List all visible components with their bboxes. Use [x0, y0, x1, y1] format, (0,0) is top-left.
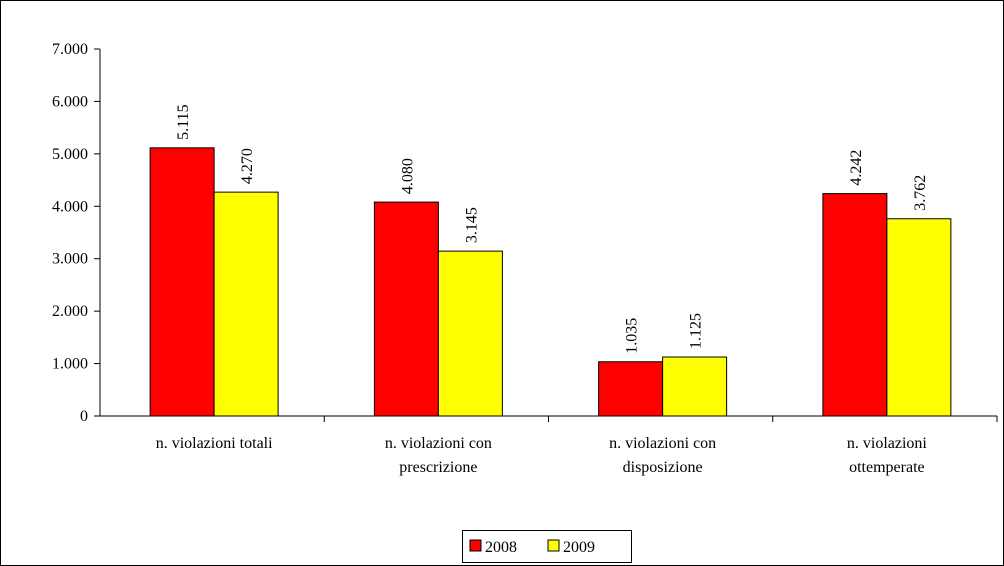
bar — [149, 147, 215, 417]
legend-label: 2008 — [485, 539, 517, 556]
x-tick-label-line: ottemperate — [849, 459, 925, 476]
x-tick-label: n. violazioni con prescrizione — [385, 435, 492, 476]
value-label: 1.125 — [688, 313, 705, 349]
legend-swatch — [469, 539, 482, 552]
bar — [437, 250, 503, 417]
y-tick-label: 3.000 — [52, 251, 88, 268]
y-tick-label: 5.000 — [52, 146, 88, 163]
x-tick-label-line: disposizione — [623, 459, 703, 476]
y-tick-label: 7.000 — [52, 41, 88, 58]
value-label: 5.115 — [175, 104, 192, 139]
bar — [662, 356, 728, 417]
x-tick-label: n. violazioni totali — [156, 435, 273, 452]
legend-box — [462, 530, 632, 563]
bar — [213, 191, 279, 417]
y-tick-label: 1.000 — [52, 356, 88, 373]
value-label: 4.242 — [848, 150, 865, 186]
y-tick-label: 0 — [80, 408, 88, 425]
value-label: 3.145 — [463, 207, 480, 243]
x-tick-label-line: n. violazioni — [847, 435, 928, 452]
legend-label: 2009 — [563, 539, 595, 556]
x-tick-label-line: n. violazioni con — [385, 435, 492, 452]
x-tick-label-line: prescrizione — [399, 459, 477, 476]
bar — [886, 218, 952, 417]
value-label: 4.270 — [239, 148, 256, 184]
legend-swatch — [547, 539, 560, 552]
bar — [373, 201, 439, 417]
y-tick-label: 2.000 — [52, 303, 88, 320]
bar — [598, 361, 664, 417]
y-tick-label: 6.000 — [52, 93, 88, 110]
value-label: 4.080 — [399, 158, 416, 194]
x-tick-label: n. violazioni ottemperate — [847, 435, 928, 476]
y-tick-label: 4.000 — [52, 198, 88, 215]
x-tick-label-line: n. violazioni totali — [156, 435, 273, 452]
x-tick-label-line: n. violazioni con — [609, 435, 716, 452]
value-label: 1.035 — [624, 318, 641, 354]
x-tick-label: n. violazioni con disposizione — [609, 435, 716, 476]
value-label: 3.762 — [912, 175, 929, 211]
bar — [822, 193, 888, 417]
